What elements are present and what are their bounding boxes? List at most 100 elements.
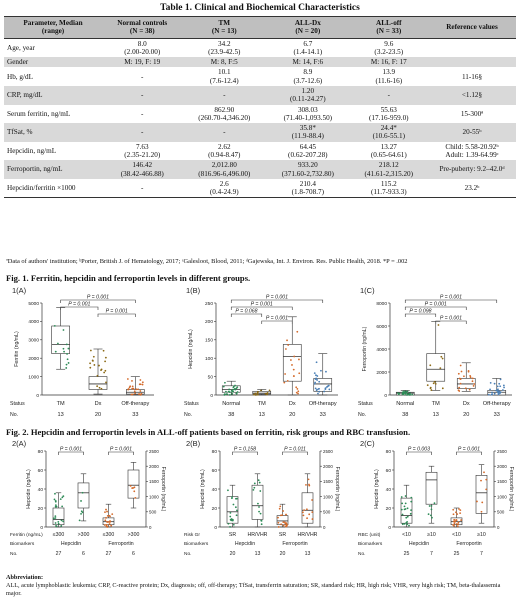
category-label: HR/VHR <box>298 532 318 538</box>
data-point <box>135 388 138 391</box>
data-point <box>277 516 279 519</box>
y2-tick-label: 2000 <box>323 464 333 469</box>
data-point <box>89 362 91 365</box>
data-point <box>430 389 433 391</box>
value-cell: 64.45 (0.62-207.28) <box>288 142 328 159</box>
data-point <box>54 517 57 519</box>
data-point <box>401 513 404 516</box>
y2-tick-label: 0 <box>149 525 152 530</box>
data-point <box>93 364 96 366</box>
data-point <box>493 382 496 385</box>
table-row: Gender M: 19, F: 19 M: 8, F:5 M: 14, F:6 M: … <box>4 57 516 68</box>
data-point <box>228 394 231 396</box>
data-point <box>406 390 409 393</box>
data-point <box>471 377 474 380</box>
data-point <box>53 325 56 327</box>
reference-cell: 11-16§ <box>461 72 483 81</box>
characteristics-table: Parameter, Median (range) Normal controls… <box>4 16 516 199</box>
data-point <box>453 518 456 521</box>
data-point <box>102 349 105 352</box>
data-point <box>298 372 301 375</box>
group-label: Normal <box>222 401 240 407</box>
data-point <box>458 386 461 389</box>
data-point <box>403 505 406 508</box>
biomarker-label: Ferroportin <box>282 541 307 547</box>
data-point <box>308 483 310 486</box>
data-point <box>476 500 478 503</box>
y-axis-label: Hepcidin (ng/mL) <box>188 329 194 369</box>
data-point <box>54 504 57 507</box>
data-point <box>78 519 81 522</box>
y2-axis-label: Ferroportin (ng/mL) <box>508 467 514 512</box>
box <box>282 344 302 382</box>
data-point <box>441 357 444 360</box>
y-axis-label: Hepcidin (ng/mL) <box>26 469 32 509</box>
data-point <box>314 387 317 390</box>
data-point <box>315 361 318 364</box>
header-cell: ALL-off (N = 33) <box>349 16 428 39</box>
data-point <box>138 383 141 386</box>
data-point <box>133 390 136 393</box>
data-point <box>404 502 407 505</box>
value-cell: - <box>102 123 183 142</box>
data-point <box>453 522 456 525</box>
data-point <box>138 393 141 395</box>
data-point <box>285 525 288 528</box>
panel-label: 2(B) <box>186 439 201 448</box>
significance-label: P = 0.003 <box>408 447 430 453</box>
significance-label: P = 0.001 <box>106 309 128 315</box>
data-point <box>402 392 405 394</box>
y-axis-label: Hepcidin (ng/mL) <box>374 469 380 509</box>
data-point <box>234 384 236 387</box>
significance-label: P = 0.001 <box>87 295 109 301</box>
value-cell: 146.42 (38.42-466.88) <box>102 160 183 179</box>
y-tick-label: 200 <box>205 319 213 325</box>
y2-axis-label: Ferroportin (ng/mL) <box>334 467 340 512</box>
data-point <box>268 389 271 392</box>
data-point <box>291 364 293 366</box>
data-point <box>481 501 484 504</box>
data-point <box>92 355 95 358</box>
data-point <box>297 392 299 395</box>
figure2-title: Fig. 2. Hepcidin and ferroportin levels … <box>6 427 411 437</box>
biomarker-label: Hepcidin <box>235 541 255 547</box>
data-point <box>55 524 57 527</box>
data-point <box>224 381 226 384</box>
data-point <box>485 478 488 481</box>
data-point <box>264 392 267 395</box>
y-tick-label: 60 <box>386 468 392 474</box>
data-point <box>315 389 318 392</box>
value-cell: - <box>102 178 183 199</box>
data-point <box>298 358 300 361</box>
data-point <box>231 392 234 395</box>
data-point <box>497 390 500 392</box>
figure2-panel: 2(C) Hepcidin (ng/mL) Ferroportin (ng/mL) 8… <box>358 439 514 557</box>
data-point <box>253 486 256 489</box>
count-label: 20 <box>463 412 469 418</box>
data-point <box>63 350 65 353</box>
status-label: Status <box>184 401 199 407</box>
data-point <box>98 364 100 367</box>
data-point <box>455 519 458 521</box>
data-point <box>327 384 330 387</box>
data-point <box>129 485 132 487</box>
data-point <box>459 509 462 512</box>
data-point <box>403 522 406 525</box>
box <box>425 471 438 505</box>
data-point <box>59 498 62 501</box>
data-point <box>431 516 433 519</box>
data-point <box>456 525 459 528</box>
data-point <box>225 390 227 393</box>
group-label: Dx <box>463 401 470 407</box>
y-axis-label: Ferroportin (ng/mL) <box>362 326 368 371</box>
data-point <box>54 500 57 503</box>
data-point <box>65 343 68 346</box>
data-point <box>408 524 410 527</box>
data-point <box>469 374 472 377</box>
data-point <box>139 390 142 392</box>
data-point <box>434 382 437 385</box>
data-point <box>260 523 263 526</box>
data-point <box>254 394 257 396</box>
y2-tick-label: 2500 <box>497 449 507 454</box>
data-point <box>496 385 499 388</box>
